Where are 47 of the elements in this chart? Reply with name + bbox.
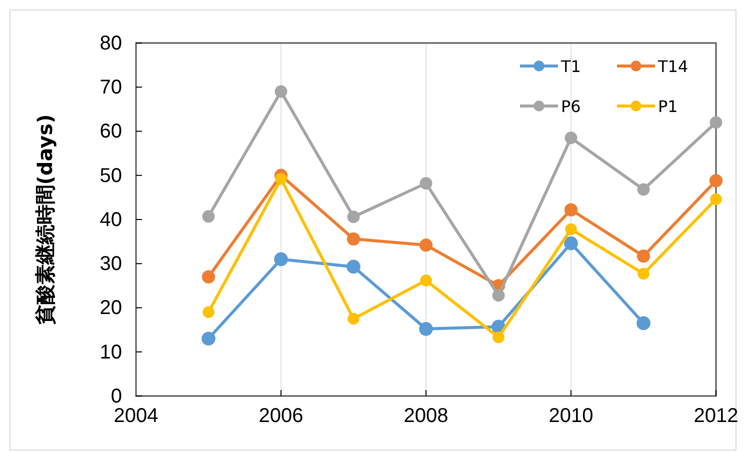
legend-label: T14 bbox=[657, 57, 688, 76]
point bbox=[348, 312, 360, 325]
point bbox=[419, 238, 433, 252]
point bbox=[638, 268, 650, 280]
point bbox=[202, 306, 214, 318]
point bbox=[419, 322, 433, 336]
point bbox=[346, 232, 360, 246]
y-tick-label: 0 bbox=[110, 385, 122, 408]
point bbox=[492, 331, 504, 344]
y-tick-label: 10 bbox=[100, 341, 122, 364]
point bbox=[492, 289, 505, 302]
y-tick-label: 20 bbox=[100, 297, 122, 320]
y-tick-label: 80 bbox=[100, 32, 122, 54]
point bbox=[420, 274, 432, 286]
point bbox=[347, 210, 360, 224]
point bbox=[709, 174, 723, 188]
point bbox=[636, 250, 650, 263]
point bbox=[420, 177, 432, 190]
y-tick-label: 30 bbox=[100, 253, 122, 276]
point bbox=[274, 85, 288, 98]
y-tick-label: 40 bbox=[100, 208, 122, 231]
point bbox=[202, 332, 216, 346]
legend-label: T1 bbox=[560, 57, 581, 76]
x-tick-label: 2012 bbox=[694, 405, 738, 428]
point bbox=[710, 193, 722, 206]
x-tick-label: 2004 bbox=[114, 405, 158, 428]
point bbox=[636, 316, 650, 330]
point bbox=[637, 183, 650, 196]
x-tick-label: 2010 bbox=[548, 405, 594, 428]
point bbox=[275, 173, 287, 185]
y-tick-label: 50 bbox=[100, 164, 122, 187]
point bbox=[274, 252, 288, 266]
point bbox=[564, 203, 578, 216]
y-tick-label: 70 bbox=[100, 76, 122, 99]
point bbox=[565, 223, 577, 236]
point bbox=[564, 236, 578, 250]
point bbox=[710, 116, 722, 129]
point bbox=[202, 210, 215, 223]
point bbox=[202, 270, 216, 284]
x-tick-label: 2006 bbox=[258, 405, 304, 428]
point bbox=[564, 132, 578, 144]
legend-label: P1 bbox=[658, 97, 678, 116]
x-tick-label: 2008 bbox=[404, 405, 448, 428]
y-axis-title: 貧酸素継続時間(days) bbox=[33, 114, 57, 326]
point bbox=[346, 260, 360, 274]
legend-label: P6 bbox=[561, 97, 581, 116]
y-tick-label: 60 bbox=[100, 120, 122, 143]
